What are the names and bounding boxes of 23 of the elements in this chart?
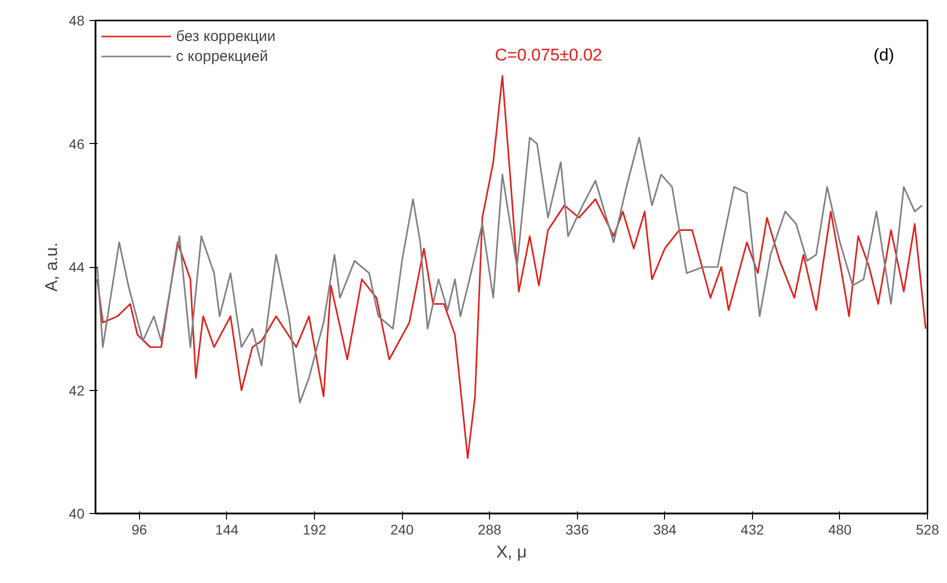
x-tick-label: 480 — [828, 522, 852, 538]
x-tick-label: 96 — [132, 522, 148, 538]
annotation: C=0.075±0.02 — [494, 46, 602, 65]
legend-label: без коррекции — [176, 28, 276, 44]
line-series — [96, 75, 926, 459]
x-tick-label: 384 — [653, 522, 677, 538]
x-tick-label: 432 — [740, 522, 764, 538]
x-tick-label: 288 — [478, 522, 502, 538]
y-tick-label: 42 — [68, 382, 85, 398]
x-tick-label: 240 — [390, 522, 414, 538]
y-tick-label: 40 — [68, 506, 85, 522]
x-tick-label: 336 — [566, 522, 590, 538]
line-series — [96, 136, 923, 404]
x-tick-label: 528 — [916, 522, 940, 538]
legend-label: с коррекцией — [176, 48, 268, 64]
x-tick-label: 192 — [302, 522, 326, 538]
y-tick-label: 44 — [68, 259, 85, 275]
x-axis-title: X, μ — [496, 542, 527, 562]
y-axis-title: A, a.u. — [42, 242, 61, 292]
y-tick-label: 46 — [68, 136, 85, 152]
x-tick-label: 144 — [215, 522, 239, 538]
y-tick-label: 48 — [68, 12, 85, 28]
annotation: (d) — [873, 46, 894, 65]
